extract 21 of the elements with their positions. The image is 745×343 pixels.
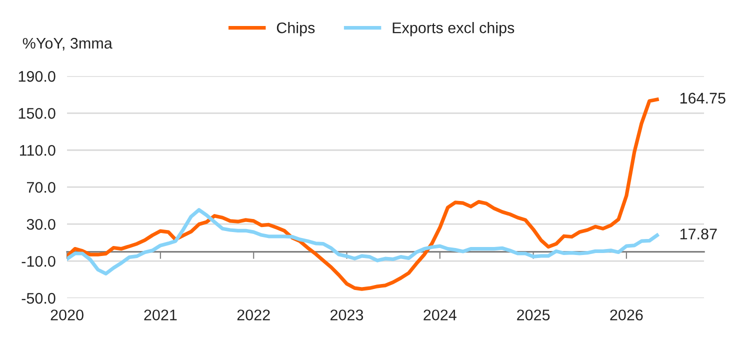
x-tick-label: 2023: [330, 310, 364, 320]
annotation: 164.75: [680, 92, 726, 104]
y-tick-label: -10.0: [22, 256, 56, 267]
x-tick-label: 2024: [424, 310, 456, 320]
y-tick-label: 30.0: [26, 218, 56, 230]
y-tick-label: 110.0: [20, 144, 56, 156]
x-tick-label: 2026: [610, 310, 643, 320]
annotation: 17.87: [680, 228, 717, 240]
y-tick-label: -50.0: [22, 292, 56, 304]
x-tick-label: 2021: [144, 310, 177, 320]
y-tick-label: 70.0: [26, 182, 56, 193]
x-tick-label: 2025: [517, 310, 550, 320]
y-tick-label: 190.0: [18, 71, 56, 82]
legend-label: Chips: [276, 22, 315, 36]
y-tick-label: 150.0: [18, 108, 56, 119]
x-tick-label: 2020: [50, 310, 84, 320]
line-series: [67, 208, 659, 276]
x-tick-label: 2022: [237, 310, 270, 320]
y-axis-title: %YoY, 3mma: [22, 38, 112, 50]
legend-label: Exports excl chips: [392, 22, 514, 36]
line-series: [67, 98, 659, 291]
